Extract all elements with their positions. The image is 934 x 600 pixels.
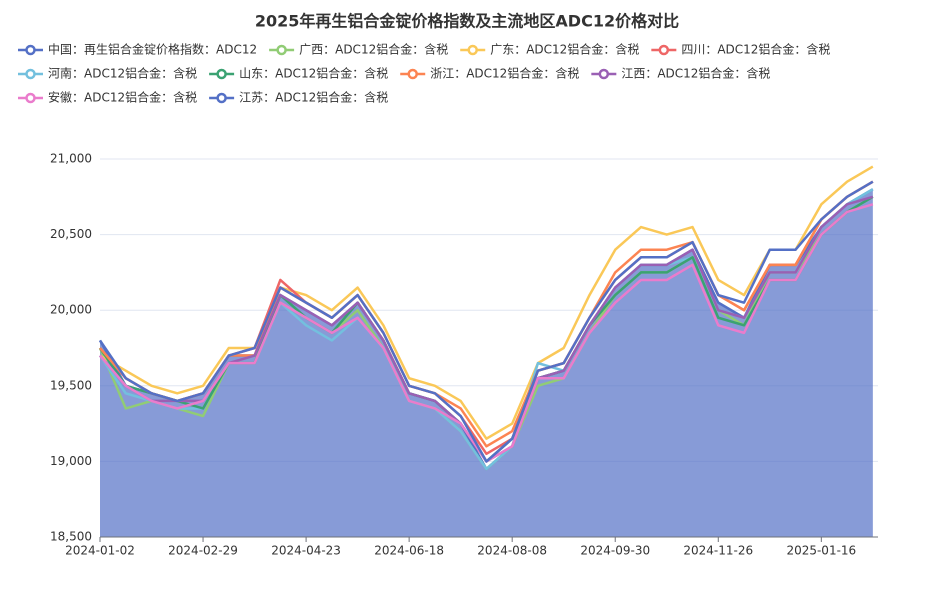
legend-label: 山东：ADC12铝合金：含税 [239,66,388,81]
x-tick-label: 2024-09-30 [580,544,650,558]
legend-marker [276,44,287,56]
legend-marker [25,44,36,56]
x-tick-label: 2024-11-26 [683,544,753,558]
legend-label: 安徽：ADC12铝合金：含税 [48,90,197,105]
x-tick-label: 2024-04-23 [271,544,341,558]
legend-marker [216,92,227,104]
legend-item: 安徽：ADC12铝合金：含税 [18,90,197,105]
x-tick-label: 2024-06-18 [374,544,444,558]
legend-item: 广西：ADC12铝合金：含税 [269,42,448,57]
y-tick-label: 20,500 [50,227,92,241]
legend: 中国：再生铝合金锭价格指数：ADC12 广西：ADC12铝合金：含税 广东：ADC1… [18,42,830,105]
legend-label: 四川：ADC12铝合金：含税 [681,42,830,57]
series-line [99,165,874,440]
area [100,189,873,538]
legend-item: 江西：ADC12铝合金：含税 [591,66,770,81]
legend-marker [216,68,227,80]
x-tick-label: 2024-08-08 [477,544,547,558]
legend-label: 广东：ADC12铝合金：含税 [490,42,639,57]
legend-label: 浙江：ADC12铝合金：含税 [430,66,579,81]
x-tick-label: 2025-01-16 [786,544,856,558]
legend-label: 广西：ADC12铝合金：含税 [299,42,448,57]
legend-item: 广东：ADC12铝合金：含税 [460,42,639,57]
legend-marker [658,44,670,56]
legend-label: 江西：ADC12铝合金：含税 [621,66,770,81]
y-tick-label: 18,500 [50,530,92,544]
y-tick-label: 21,000 [50,152,92,166]
legend-marker [467,44,478,56]
legend-item: 河南：ADC12铝合金：含税 [18,66,197,81]
legend-item: 山东：ADC12铝合金：含税 [209,66,388,81]
plot-area: 18,500 19,000 19,500 20,000 20,500 21,000 2024… [50,152,878,558]
y-tick-label: 19,500 [50,378,92,392]
legend-item: 四川：ADC12铝合金：含税 [651,42,830,57]
legend-marker [407,68,418,80]
y-tick-label: 20,000 [50,303,92,317]
chart-title: 2025年再生铝合金锭价格指数及主流地区ADC12价格对比 [255,12,679,31]
legend-label: 江苏：ADC12铝合金：含税 [239,90,388,105]
x-tick-label: 2024-01-02 [65,544,135,558]
x-tick-label: 2024-02-29 [168,544,238,558]
legend-item: 江苏：ADC12铝合金：含税 [209,90,388,105]
legend-marker [25,68,36,80]
legend-item: 中国：再生铝合金锭价格指数：ADC12 [18,42,257,57]
legend-label: 中国：再生铝合金锭价格指数：ADC12 [48,42,257,57]
legend-item: 浙江：ADC12铝合金：含税 [400,66,579,81]
legend-marker [598,68,610,80]
legend-marker [25,92,36,104]
legend-label: 河南：ADC12铝合金：含税 [48,66,197,81]
y-tick-label: 19,000 [50,454,92,468]
series-line [98,180,874,463]
